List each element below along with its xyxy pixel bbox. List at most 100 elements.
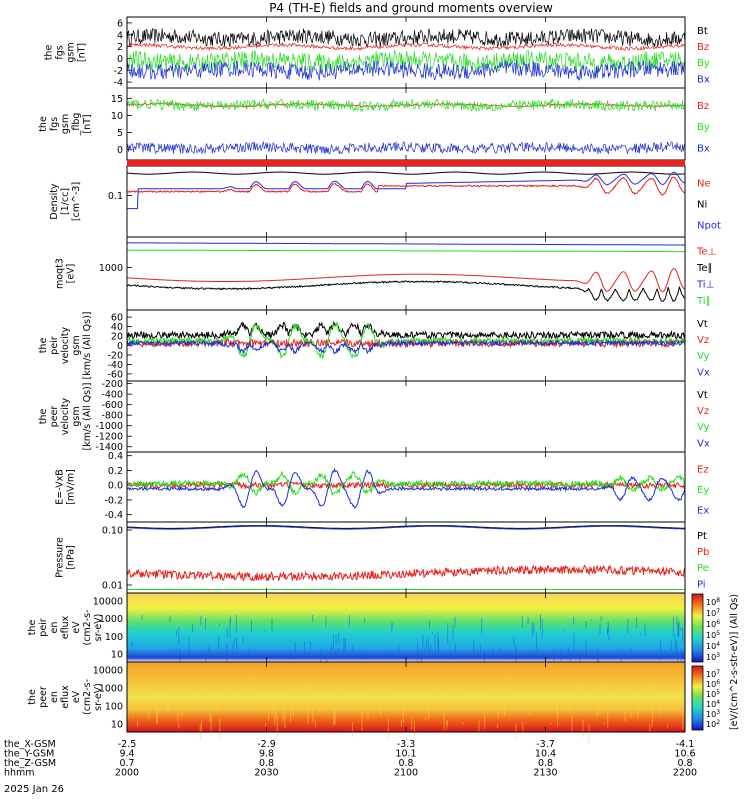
spectrogram-streak: [644, 622, 646, 637]
spectrogram-streak: [481, 618, 483, 635]
panel-ylabel-line: the: [38, 409, 49, 425]
spectrogram-streak: [503, 651, 505, 659]
spectrogram-streak: [219, 718, 221, 739]
spectrogram-streak: [522, 721, 524, 732]
y-tick-label: -2: [114, 66, 123, 77]
spectrogram-streak: [352, 644, 354, 651]
figure-title: P4 (TH-E) fields and ground moments over…: [269, 1, 553, 15]
spectrogram-streak: [618, 649, 620, 652]
x-row-label: the_Z-GSM: [4, 758, 56, 769]
spectrogram-streak: [431, 632, 433, 635]
y-tick-label: 0: [117, 341, 123, 352]
series-line-Vy: [126, 321, 686, 360]
y-tick-label: -1400: [95, 442, 123, 453]
spectrogram-streak: [637, 701, 639, 718]
spectrogram-streak: [391, 622, 393, 628]
spectrogram-streak: [425, 639, 427, 650]
legend-Ex: Ex: [697, 506, 709, 517]
spectrogram-streak: [366, 654, 368, 660]
legend-Ni: Ni: [697, 200, 707, 211]
spectrogram-streak: [667, 724, 668, 728]
spectrogram-streak: [452, 624, 454, 640]
spectrogram-streak: [333, 708, 335, 725]
y-tick-label: 5: [117, 128, 123, 139]
panel-ylabel-line: peer: [49, 406, 60, 428]
x-row-label: hhmm: [4, 768, 35, 779]
spectrogram-streak: [180, 688, 182, 709]
spectrogram-streak: [128, 694, 130, 708]
spectrogram-streak: [335, 650, 336, 655]
spectrogram-streak: [399, 705, 401, 706]
spectrogram-streak: [588, 724, 590, 743]
y-tick-label: 0.1: [108, 191, 123, 202]
spectrogram-streak: [473, 640, 475, 658]
panel-ylabel-line: peir: [38, 618, 49, 637]
spectrogram-streak: [515, 645, 517, 662]
panel-ylabel-line: (cm2-s-: [82, 679, 93, 715]
series-line-Ey: [126, 470, 686, 496]
data-gap-bar: [127, 160, 685, 166]
spectrogram-streak: [607, 627, 609, 636]
spectrogram-streak: [651, 720, 653, 727]
spectrogram-streak: [424, 647, 426, 653]
spectrogram-streak: [454, 617, 456, 628]
spectrogram-streak: [676, 640, 678, 659]
spectrogram-streak: [597, 646, 598, 667]
spectrogram-streak: [487, 709, 488, 715]
spectrogram-streak: [607, 621, 609, 632]
spectrogram-streak: [332, 634, 334, 650]
x-column-value: 2100: [394, 768, 418, 779]
spectrogram-streak: [627, 618, 629, 634]
series-line-Vx: [126, 338, 686, 355]
spectrogram-streak: [136, 698, 138, 701]
spectrogram-streak: [434, 633, 436, 653]
spectrogram-streak: [585, 621, 587, 629]
spectrogram-streak: [557, 706, 559, 727]
spectrogram-streak: [570, 653, 571, 664]
panel-frame: [126, 451, 686, 523]
x-column-value: 10.6: [674, 749, 695, 760]
panel-ylabel-line: fgs: [55, 45, 66, 59]
legend-Vx: Vx: [697, 438, 710, 449]
spectrogram-streak: [208, 644, 210, 656]
colorbar-tick-label: 105: [706, 689, 720, 699]
spectrogram-streak: [127, 702, 129, 718]
spectrogram-streak: [569, 704, 571, 714]
panel-ylabel-line: moqt3: [55, 258, 66, 289]
spectrogram-streak: [540, 633, 542, 634]
spectrogram-streak: [306, 642, 308, 644]
y-tick-label: -4: [114, 78, 123, 89]
panel-frame: [126, 521, 686, 594]
x-column-value: 9.8: [259, 749, 274, 760]
spectrogram: [127, 593, 685, 662]
y-tick-label: 6: [117, 18, 123, 29]
spectrogram-streak: [422, 634, 424, 648]
spectrogram-streak: [571, 715, 573, 732]
spectrogram-streak: [176, 630, 177, 636]
spectrogram-streak: [521, 616, 523, 629]
panel-7: E=-VxB [mV/m] 0.4 0.2 0.0 -0.2 -0.4 Ez Ey Ex: [55, 451, 709, 523]
x-column-value: -3.7: [536, 739, 555, 750]
panel-ylabel-line: the: [27, 620, 38, 636]
spectrogram-streak: [680, 649, 682, 666]
spectrogram-streak: [172, 694, 174, 697]
spectrogram-streak: [533, 623, 535, 635]
spectrogram-streak: [219, 623, 220, 627]
spectrogram-streak: [201, 689, 202, 710]
spectrogram-streak: [200, 615, 202, 626]
spectrogram-streak: [337, 647, 339, 654]
spectrogram-streak: [478, 720, 480, 736]
panel-ylabel-line: velocity: [60, 398, 71, 436]
spectrogram-streak: [303, 687, 305, 691]
x-axis-annotation: the_X-GSMthe_Y-GSMthe_Z-GSMhhmm-2.59.40.…: [4, 739, 697, 779]
y-tick-label: -0.4: [104, 510, 123, 521]
spectrogram-streak: [641, 686, 643, 701]
legend-By: By: [697, 58, 710, 69]
spectrogram-streak: [608, 634, 610, 640]
spectrogram-streak: [582, 719, 584, 738]
legend-Bx: Bx: [697, 74, 710, 85]
colorbar-tick-label: 103: [706, 709, 720, 719]
